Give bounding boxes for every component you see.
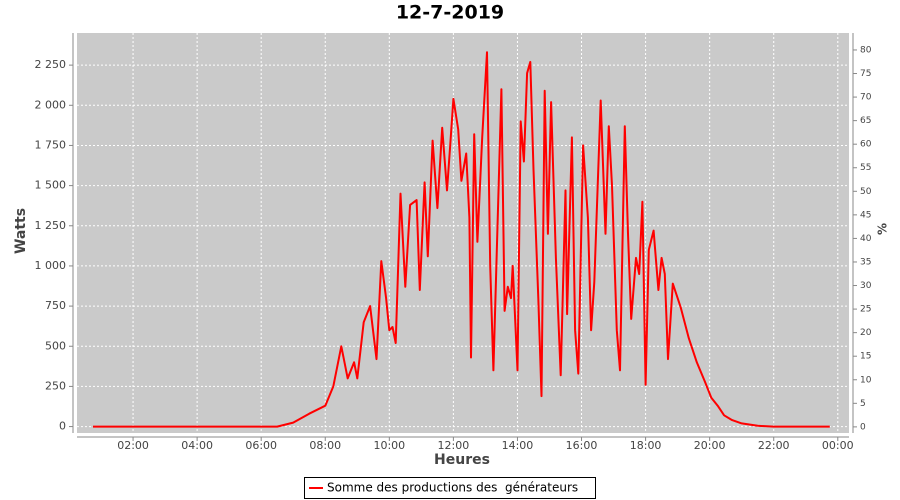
y-tick-label: 0 xyxy=(59,420,66,433)
x-tick-label: 22:00 xyxy=(758,439,790,452)
y2-tick-label: 0 xyxy=(860,422,866,432)
y-tick-label: 500 xyxy=(45,339,66,352)
y2-tick-label: 15 xyxy=(860,352,871,362)
y2-tick-label: 40 xyxy=(860,234,872,244)
x-tick-label: 06:00 xyxy=(245,439,277,452)
x-tick-label: 16:00 xyxy=(566,439,598,452)
x-tick-label: 00:00 xyxy=(822,439,854,452)
y-tick-label: 1 250 xyxy=(35,219,67,232)
plot-area xyxy=(77,33,849,433)
y2-axis-label: % xyxy=(876,223,890,235)
legend xyxy=(304,477,596,499)
series-line xyxy=(93,51,830,428)
y2-tick-label: 75 xyxy=(860,69,871,79)
y2-tick-label: 35 xyxy=(860,257,871,267)
x-tick-label: 02:00 xyxy=(117,439,149,452)
y2-tick-label: 80 xyxy=(860,45,872,55)
x-tick-label: 18:00 xyxy=(630,439,662,452)
y2-tick-label: 5 xyxy=(860,399,866,409)
y-tick-label: 2 000 xyxy=(35,98,67,111)
y-tick-label: 1 750 xyxy=(35,138,67,151)
y2-tick-label: 30 xyxy=(860,281,872,291)
y2-tick-label: 25 xyxy=(860,305,871,315)
x-tick-label: 10:00 xyxy=(373,439,405,452)
y2-tick-label: 60 xyxy=(860,140,872,150)
y-tick-label: 750 xyxy=(45,299,66,312)
y-tick-label: 2 250 xyxy=(35,58,67,71)
y2-tick-label: 55 xyxy=(860,163,871,173)
y-axis-label: Watts xyxy=(13,208,29,254)
y2-tick-label: 10 xyxy=(860,375,872,385)
y-tick-label: 1 000 xyxy=(35,259,67,272)
y-tick-label: 1 500 xyxy=(35,179,67,192)
x-tick-label: 08:00 xyxy=(309,439,341,452)
x-tick-label: 04:00 xyxy=(181,439,213,452)
y2-tick-label: 70 xyxy=(860,93,872,103)
legend-label: Somme des productions des générateurs xyxy=(327,481,578,495)
y2-tick-label: 45 xyxy=(860,210,871,220)
y2-tick-label: 20 xyxy=(860,328,872,338)
x-tick-label: 20:00 xyxy=(694,439,726,452)
x-tick-label: 12:00 xyxy=(438,439,470,452)
y-tick-label: 250 xyxy=(45,379,66,392)
y2-tick-label: 50 xyxy=(860,187,872,197)
chart-title: 12-7-2019 xyxy=(396,2,504,24)
x-tick-label: 14:00 xyxy=(502,439,534,452)
x-axis-label: Heures xyxy=(434,452,490,468)
y2-tick-label: 65 xyxy=(860,116,871,126)
